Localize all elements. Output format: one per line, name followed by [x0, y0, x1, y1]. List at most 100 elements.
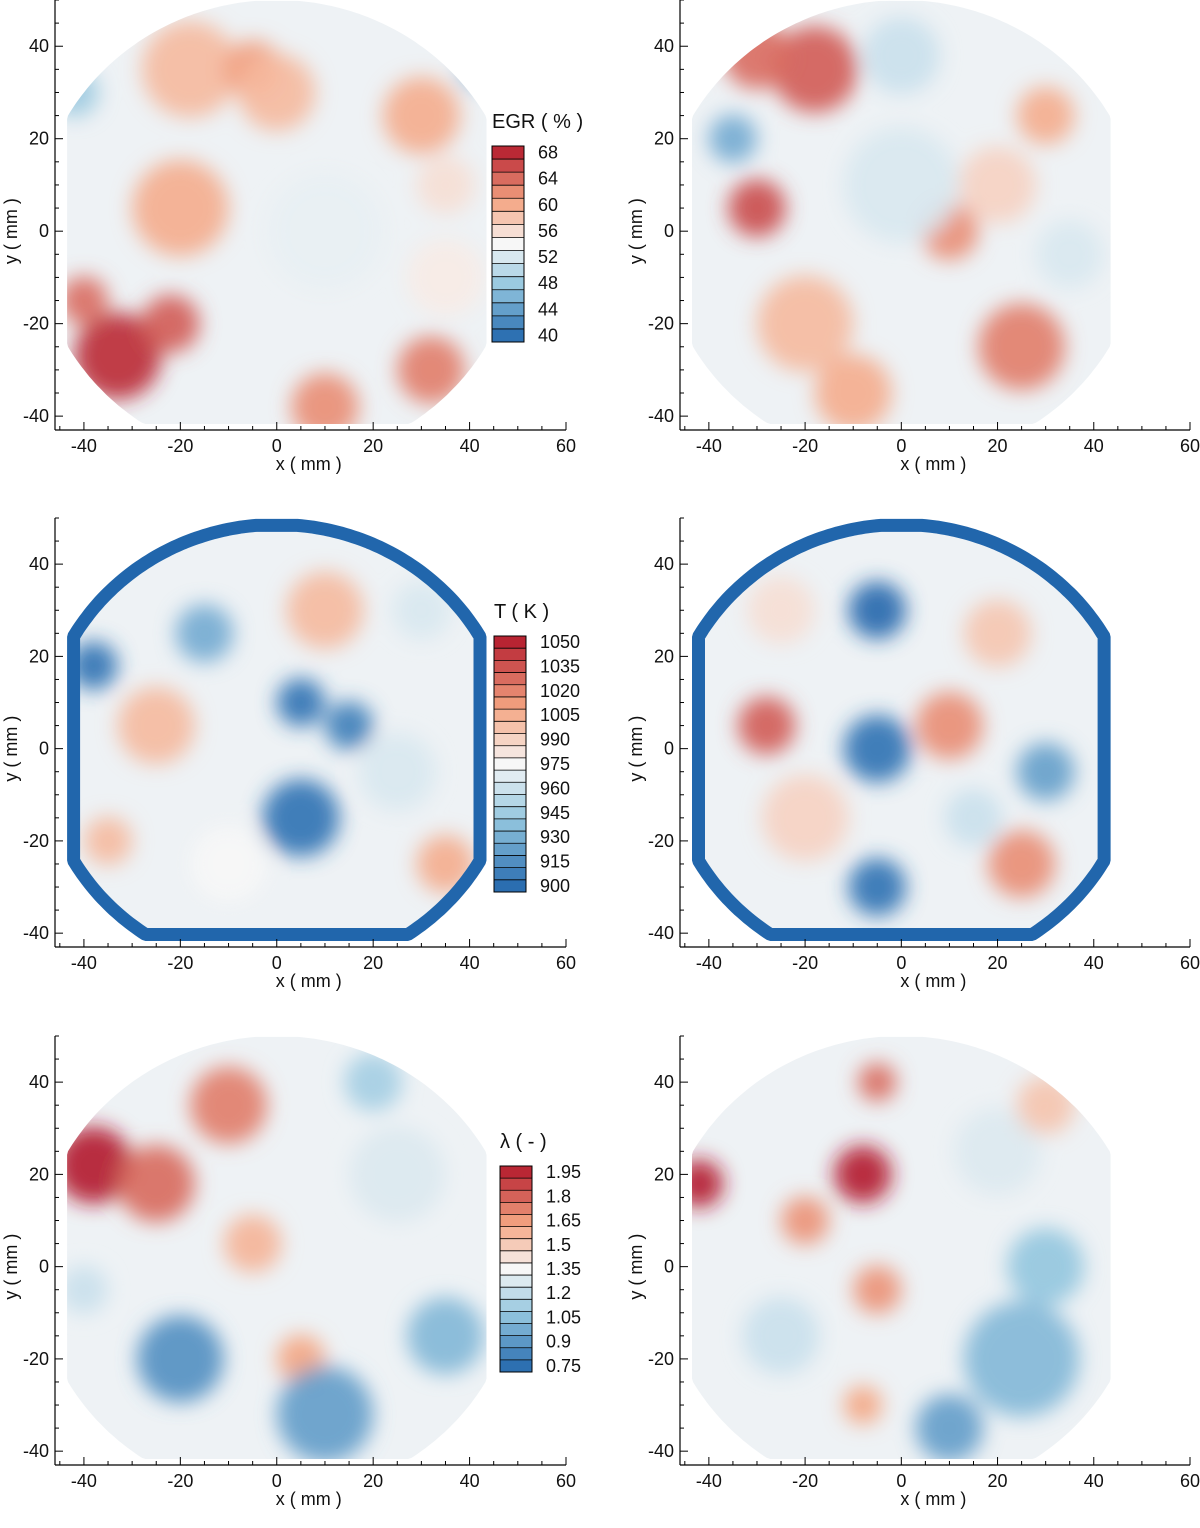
colorbar-band — [494, 818, 526, 832]
y-tick-label: 0 — [664, 739, 674, 759]
colorbar-band — [500, 1347, 532, 1361]
field-blob — [382, 77, 460, 155]
colorbar-label: 56 — [538, 221, 558, 241]
field-blob — [728, 179, 786, 237]
colorbar-band — [492, 172, 524, 186]
field-blob — [862, 16, 940, 94]
colorbar-band — [492, 224, 524, 238]
field-blob — [954, 1108, 1041, 1195]
panel-row3-right: -40 -20 0 20 40 60 -40 -20 0 20 40 x ( mm ) y ( mm ) — [626, 1035, 1200, 1509]
y-tick-label: 40 — [29, 554, 49, 574]
panel-row1-right: -40 -20 0 20 40 60 -40 -20 0 20 40 x ( mm ) y ( mm ) — [626, 0, 1200, 474]
colorbar-band — [500, 1166, 532, 1179]
colorbar-band — [500, 1238, 532, 1252]
field-blob — [771, 26, 859, 113]
colorbar-band — [492, 185, 524, 199]
colorbar-label: 0.75 — [546, 1356, 581, 1376]
colorbar-band — [492, 289, 524, 304]
x-tick-label: 0 — [272, 436, 282, 456]
colorbar-band — [500, 1299, 532, 1312]
axes: -40 -20 0 20 40 60 -40 -20 0 20 40 x ( mm ) y ( mm ) — [626, 1035, 1200, 1509]
field-blob — [223, 1214, 282, 1273]
colorbar-band — [500, 1190, 532, 1203]
colorbar-label: 64 — [538, 169, 558, 189]
field-blob — [978, 303, 1065, 391]
field-blob — [276, 678, 325, 727]
x-tick-label: 40 — [460, 953, 480, 973]
field-blob — [189, 1066, 268, 1144]
colorbar-band — [494, 831, 526, 844]
colorbar-label: 1035 — [540, 656, 580, 676]
colorbar: λ ( - ) 1.95 1.8 1.65 1.5 1.35 1.2 1.05 0.9 0.75 — [499, 1131, 581, 1376]
field-blob — [833, 1145, 892, 1204]
colorbar-band — [492, 328, 524, 343]
x-tick-label: 60 — [556, 1471, 576, 1491]
colorbar-band — [494, 696, 526, 710]
y-tick-label: 20 — [654, 1164, 674, 1184]
y-tick-label: 40 — [654, 1072, 674, 1092]
x-tick-label: 40 — [1084, 1471, 1104, 1491]
field-blob — [987, 830, 1056, 898]
field-blob — [74, 312, 162, 400]
colorbar-band — [494, 782, 526, 795]
field-blob — [276, 1366, 374, 1459]
colorbar-band — [500, 1287, 532, 1300]
colorbar-band — [494, 721, 526, 735]
field-blob — [406, 1297, 485, 1375]
colorbar-label: 1020 — [540, 681, 580, 701]
field-blob — [132, 159, 229, 257]
field-blob — [1036, 220, 1104, 288]
colorbar-band — [492, 159, 524, 173]
y-tick-label: -20 — [648, 314, 674, 334]
colorbar-title: EGR ( % ) — [492, 111, 583, 133]
panel-row2-right: -40 -20 0 20 40 60 -40 -20 0 20 40 x ( mm ) y ( mm ) — [626, 517, 1200, 991]
colorbar-band — [492, 315, 524, 330]
x-tick-label: 20 — [988, 436, 1008, 456]
field-blob — [747, 576, 815, 644]
field-blob — [141, 21, 239, 118]
y-tick-label: -20 — [648, 1349, 674, 1369]
colorbar-band — [492, 250, 524, 265]
x-tick-label: 60 — [556, 953, 576, 973]
panel-row3-left: -40 -20 0 20 40 60 -40 -20 0 20 40 x ( mm ) y ( mm )… — [1, 1035, 581, 1509]
y-axis-title: y ( mm ) — [1, 716, 21, 782]
colorbar-label: 44 — [538, 299, 558, 319]
colorbar-label: 945 — [540, 803, 570, 823]
contour-field — [692, 1036, 1111, 1459]
x-tick-label: 60 — [1180, 436, 1200, 456]
x-tick-label: -20 — [792, 953, 818, 973]
x-tick-label: 20 — [363, 953, 383, 973]
contour-field — [67, 1036, 487, 1459]
x-tick-label: 60 — [1180, 1471, 1200, 1491]
x-tick-label: 40 — [460, 1471, 480, 1491]
field-blob — [853, 1265, 902, 1314]
y-tick-label: 20 — [29, 129, 49, 149]
axes: -40 -20 0 20 40 60 -40 -20 0 20 40 x ( mm ) y ( mm ) — [1, 517, 576, 991]
x-tick-label: 60 — [1180, 953, 1200, 973]
y-tick-label: 0 — [39, 1257, 49, 1277]
field-blob — [189, 825, 268, 903]
colorbar-band — [494, 843, 526, 856]
colorbar-label: 52 — [538, 247, 558, 267]
field-blob — [708, 114, 757, 163]
field-blob — [742, 1297, 820, 1375]
x-tick-label: -20 — [167, 1471, 193, 1491]
colorbar-band — [494, 709, 526, 722]
field-blob — [963, 1301, 1080, 1417]
x-tick-label: -40 — [71, 953, 97, 973]
colorbar-label: 930 — [540, 827, 570, 847]
x-tick-label: -20 — [792, 436, 818, 456]
colorbar-label: 60 — [538, 195, 558, 215]
x-tick-label: 20 — [988, 953, 1008, 973]
colorbar-band — [494, 733, 526, 747]
x-tick-label: 40 — [1084, 436, 1104, 456]
field-blob — [843, 127, 960, 243]
field-blob — [781, 1196, 830, 1245]
colorbar-band — [494, 794, 526, 808]
field-blob — [843, 1385, 883, 1425]
colorbar-label: 1.35 — [546, 1259, 581, 1279]
colorbar-band — [500, 1250, 532, 1264]
x-axis-title: x ( mm ) — [900, 971, 966, 991]
colorbar-label: 0.9 — [546, 1332, 571, 1352]
